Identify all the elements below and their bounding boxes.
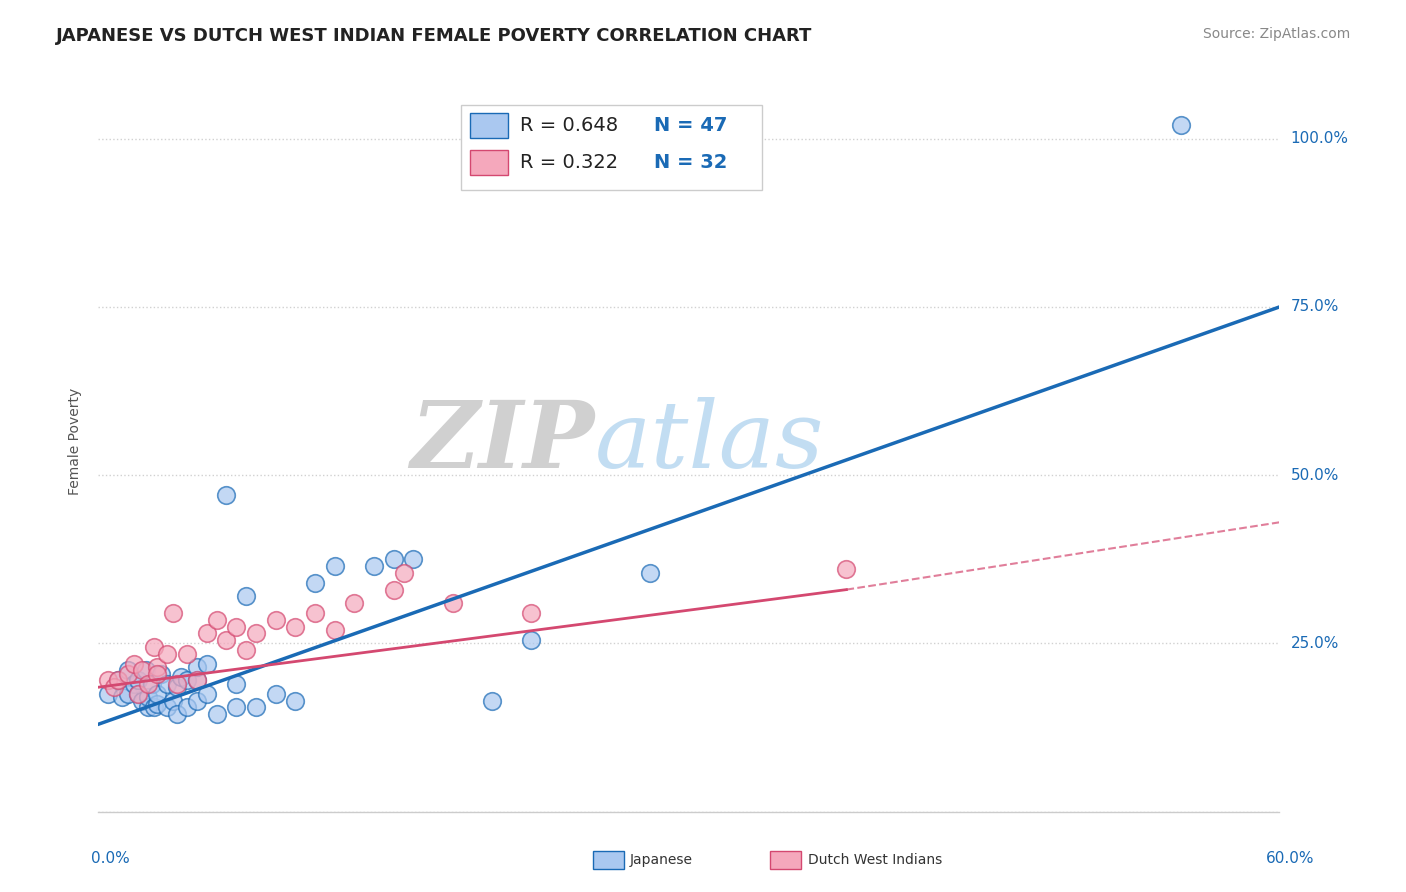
Point: [146, 687, 169, 701]
Point: [402, 552, 425, 566]
Point: [225, 700, 247, 714]
Point: [195, 687, 218, 701]
Point: [205, 613, 228, 627]
Text: Source: ZipAtlas.com: Source: ZipAtlas.com: [1202, 27, 1350, 41]
Point: [166, 677, 188, 691]
Point: [156, 647, 179, 661]
Point: [131, 664, 153, 678]
Point: [150, 666, 173, 681]
Text: 60.0%: 60.0%: [1267, 851, 1315, 865]
Point: [170, 670, 193, 684]
FancyBboxPatch shape: [461, 104, 762, 190]
Point: [264, 613, 287, 627]
Point: [304, 606, 326, 620]
Point: [156, 700, 179, 714]
Point: [146, 697, 169, 711]
Point: [441, 596, 464, 610]
Point: [176, 673, 198, 688]
Text: Dutch West Indians: Dutch West Indians: [808, 853, 942, 867]
Text: JAPANESE VS DUTCH WEST INDIAN FEMALE POVERTY CORRELATION CHART: JAPANESE VS DUTCH WEST INDIAN FEMALE POV…: [56, 27, 813, 45]
Text: atlas: atlas: [595, 397, 824, 486]
Point: [195, 657, 218, 671]
Text: N = 32: N = 32: [654, 153, 727, 172]
Text: ZIP: ZIP: [411, 397, 595, 486]
Point: [136, 690, 159, 705]
Point: [215, 488, 238, 502]
Point: [245, 626, 267, 640]
Text: R = 0.648: R = 0.648: [520, 116, 619, 135]
Point: [382, 552, 405, 566]
FancyBboxPatch shape: [471, 112, 508, 138]
Point: [146, 666, 169, 681]
Point: [235, 643, 257, 657]
Point: [520, 606, 543, 620]
Point: [215, 633, 238, 648]
Point: [156, 677, 179, 691]
Point: [117, 666, 139, 681]
Point: [205, 707, 228, 722]
Point: [245, 700, 267, 714]
Point: [284, 694, 307, 708]
Point: [111, 690, 134, 705]
FancyBboxPatch shape: [471, 150, 508, 175]
Point: [122, 657, 145, 671]
Text: R = 0.322: R = 0.322: [520, 153, 619, 172]
Point: [323, 623, 346, 637]
Point: [186, 694, 208, 708]
Point: [638, 566, 661, 580]
Point: [107, 673, 129, 688]
Text: 0.0%: 0.0%: [91, 851, 131, 865]
Point: [520, 633, 543, 648]
Point: [117, 664, 139, 678]
Point: [363, 559, 385, 574]
Point: [136, 677, 159, 691]
Point: [186, 673, 208, 688]
Text: 100.0%: 100.0%: [1291, 131, 1348, 146]
Point: [176, 647, 198, 661]
Point: [162, 694, 184, 708]
Point: [127, 687, 149, 701]
Point: [166, 680, 188, 694]
Point: [97, 673, 120, 688]
Text: 50.0%: 50.0%: [1291, 467, 1339, 483]
Point: [117, 687, 139, 701]
Point: [142, 700, 165, 714]
Point: [146, 660, 169, 674]
Point: [392, 566, 415, 580]
Point: [323, 559, 346, 574]
Point: [136, 700, 159, 714]
Point: [107, 673, 129, 688]
Point: [225, 677, 247, 691]
Point: [343, 596, 366, 610]
Point: [195, 626, 218, 640]
Point: [127, 687, 149, 701]
Point: [186, 660, 208, 674]
Point: [835, 562, 858, 576]
Point: [382, 582, 405, 597]
Point: [176, 700, 198, 714]
Point: [481, 694, 503, 708]
Point: [225, 619, 247, 633]
Text: 25.0%: 25.0%: [1291, 636, 1339, 651]
Point: [162, 606, 184, 620]
Point: [166, 707, 188, 722]
Text: 75.0%: 75.0%: [1291, 300, 1339, 314]
Text: N = 47: N = 47: [654, 116, 727, 135]
Point: [122, 677, 145, 691]
Point: [1170, 118, 1192, 132]
Point: [131, 694, 153, 708]
Text: Japanese: Japanese: [630, 853, 693, 867]
Point: [235, 590, 257, 604]
Point: [127, 673, 149, 688]
Y-axis label: Female Poverty: Female Poverty: [69, 388, 83, 495]
Point: [103, 680, 125, 694]
Point: [186, 673, 208, 688]
Point: [142, 640, 165, 654]
Point: [141, 677, 163, 691]
Point: [97, 687, 120, 701]
Point: [264, 687, 287, 701]
Point: [304, 575, 326, 590]
Point: [284, 619, 307, 633]
Point: [135, 664, 157, 678]
